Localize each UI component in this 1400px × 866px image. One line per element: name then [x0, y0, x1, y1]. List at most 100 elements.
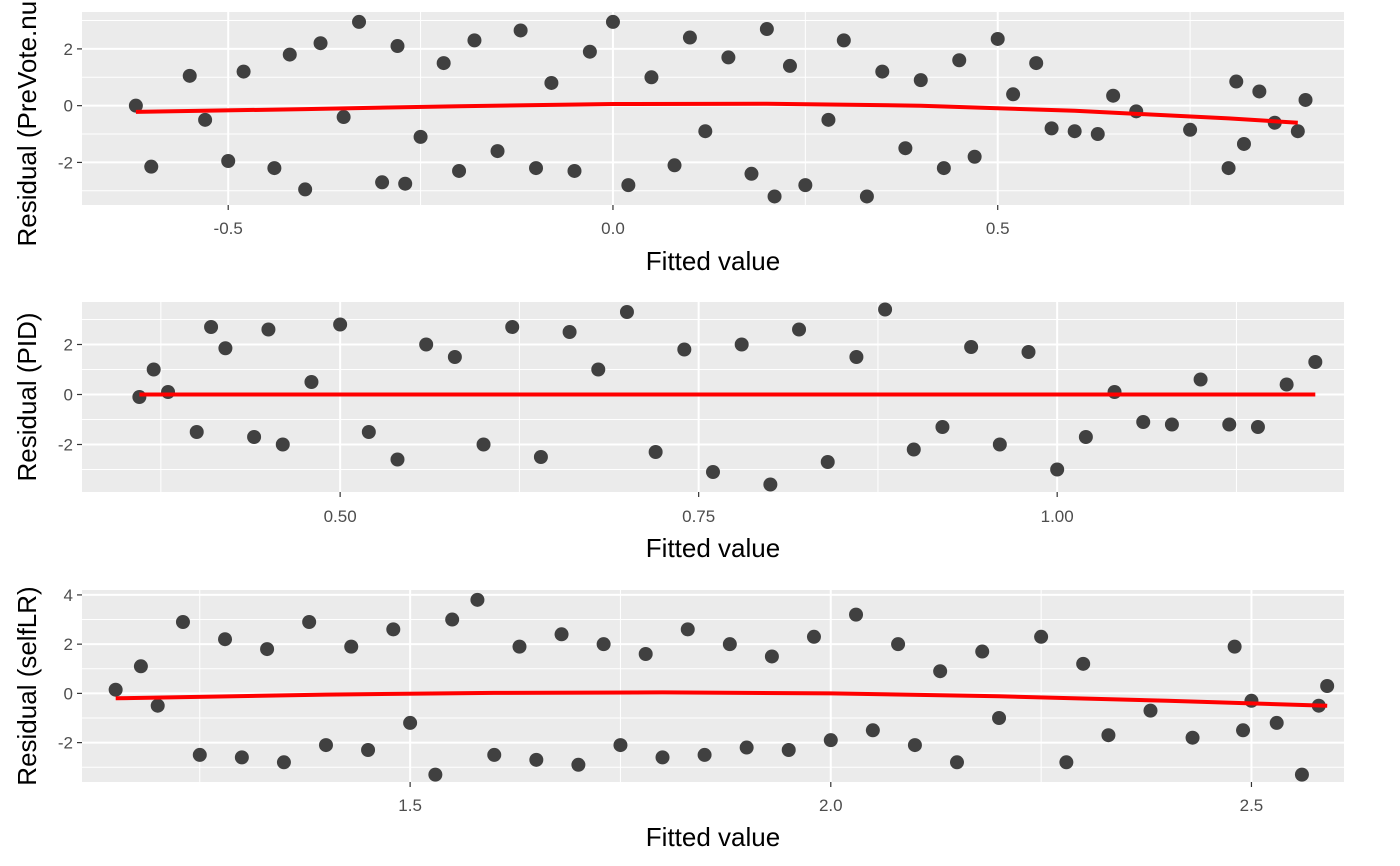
y-tick-label: -2	[58, 734, 73, 753]
data-point	[1044, 121, 1059, 136]
data-point	[1320, 679, 1335, 693]
data-point	[403, 715, 418, 730]
data-point	[1308, 355, 1323, 369]
data-point	[1294, 767, 1309, 782]
data-point	[1107, 385, 1122, 399]
y-axis-title: Residual (PreVote.num)	[12, 0, 42, 247]
data-point	[571, 757, 586, 772]
data-point	[476, 437, 491, 452]
data-point	[764, 649, 779, 664]
data-point	[849, 607, 864, 622]
x-tick-label: 2.5	[1240, 796, 1264, 815]
data-point	[428, 767, 443, 782]
data-point	[276, 755, 291, 770]
data-point	[655, 750, 670, 765]
data-point	[1029, 56, 1044, 71]
data-point	[677, 342, 692, 357]
data-point	[445, 612, 460, 627]
data-point	[721, 50, 736, 65]
data-point	[1076, 656, 1091, 671]
data-point	[582, 44, 597, 59]
data-point	[150, 698, 165, 713]
x-tick-label: 0.75	[682, 507, 715, 526]
data-point	[189, 425, 204, 439]
data-point	[505, 320, 520, 334]
data-point	[436, 56, 451, 71]
residual-panel-selflr: 1.5 2.0 2.5 -2 0 2 4 Fitted value Residual (self…	[12, 586, 1344, 852]
data-point	[1164, 417, 1179, 432]
data-point	[318, 738, 333, 753]
data-point	[680, 622, 695, 637]
y-axis-title: Residual (PID)	[12, 312, 42, 481]
data-point	[275, 437, 290, 452]
data-point	[562, 325, 577, 339]
data-point	[706, 465, 720, 479]
data-point	[533, 450, 548, 464]
data-point	[697, 747, 712, 762]
data-point	[638, 647, 653, 661]
data-point	[935, 420, 950, 434]
data-point	[128, 98, 143, 113]
y-tick-label: 2	[64, 336, 73, 355]
data-point	[512, 639, 527, 654]
data-point	[361, 743, 376, 757]
data-point	[975, 644, 990, 659]
data-point	[1185, 730, 1200, 745]
data-point	[1252, 84, 1267, 99]
x-tick-label: -0.5	[214, 219, 243, 238]
data-point	[619, 305, 634, 319]
data-point	[734, 337, 749, 352]
data-point	[621, 178, 636, 193]
data-point	[1143, 703, 1158, 718]
data-point	[1236, 723, 1251, 738]
data-point	[1250, 420, 1265, 434]
data-point	[906, 442, 921, 457]
data-point	[447, 350, 462, 364]
data-point	[467, 33, 482, 48]
data-point	[398, 176, 413, 191]
data-point	[821, 112, 836, 127]
data-point	[1101, 728, 1116, 743]
data-point	[298, 182, 313, 197]
data-point	[260, 642, 275, 657]
x-axis-title: Fitted value	[646, 533, 780, 563]
x-tick-label: 0.0	[601, 219, 625, 238]
data-point	[1078, 430, 1093, 444]
data-point	[1221, 161, 1236, 176]
residual-panel-prevote: -0.5 0.0 0.5 -2 0 2 Fitted value Residual (PreV…	[12, 0, 1344, 276]
data-point	[613, 738, 628, 753]
data-point	[304, 375, 319, 389]
data-point	[282, 47, 297, 62]
data-point	[891, 637, 906, 652]
data-point	[204, 320, 219, 334]
data-point	[1244, 693, 1259, 708]
data-point	[198, 112, 213, 127]
y-tick-label: 0	[64, 386, 73, 405]
y-tick-label: 0	[64, 684, 73, 703]
data-point	[849, 350, 864, 364]
data-point	[967, 149, 982, 164]
data-point	[529, 752, 544, 767]
data-points	[132, 302, 1323, 492]
data-point	[992, 711, 1007, 725]
data-point	[933, 664, 948, 679]
y-tick-label: -2	[58, 153, 73, 172]
data-point	[352, 14, 367, 29]
data-point	[859, 189, 874, 204]
data-point	[739, 740, 754, 755]
data-point	[1227, 639, 1242, 654]
smooth-line	[135, 101, 1298, 125]
data-point	[236, 64, 251, 79]
data-point	[1183, 122, 1198, 137]
data-point	[806, 629, 821, 644]
data-point	[667, 158, 682, 173]
data-point	[192, 747, 207, 762]
data-point	[333, 317, 348, 332]
data-point	[234, 750, 249, 765]
data-point	[267, 161, 282, 176]
data-point	[1034, 629, 1049, 644]
data-point	[419, 337, 434, 352]
data-point	[302, 615, 317, 629]
data-point	[386, 622, 401, 637]
data-point	[878, 302, 893, 317]
